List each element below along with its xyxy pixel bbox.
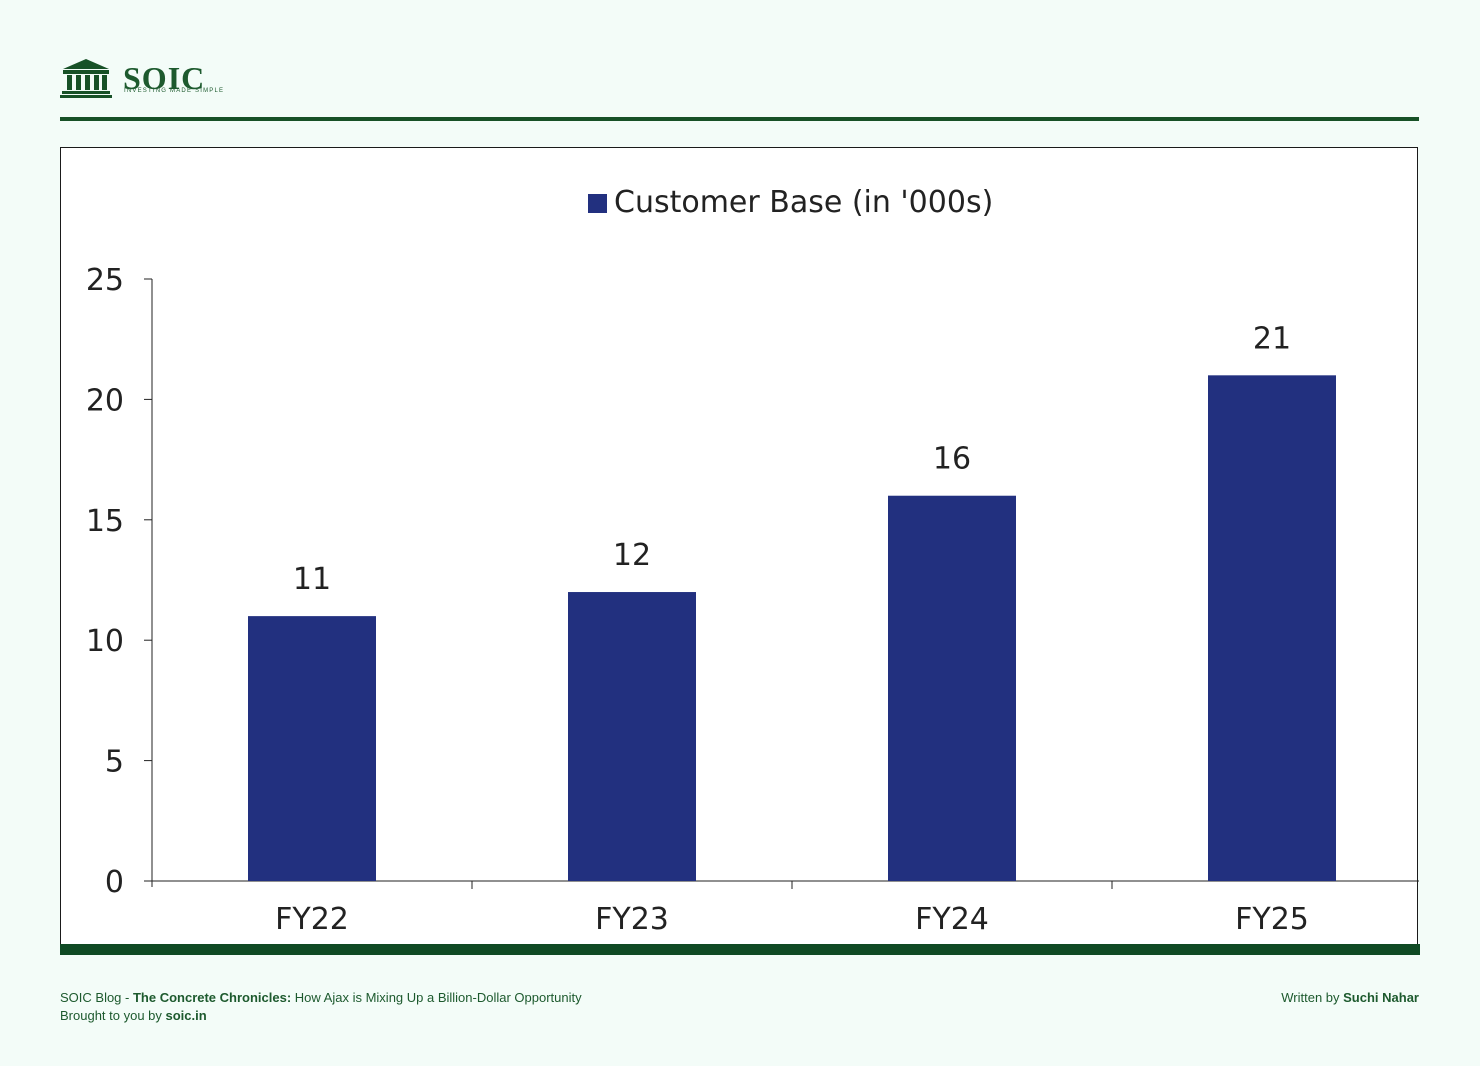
data-label: 12	[613, 538, 651, 573]
y-tick-label: 20	[86, 383, 124, 418]
site-link[interactable]: soic.in	[165, 1008, 207, 1023]
footer-divider	[60, 944, 1420, 955]
x-tick-label: FY22	[275, 902, 349, 937]
bank-building-icon	[60, 59, 112, 98]
y-tick-label: 5	[105, 745, 124, 780]
bar-fy22[interactable]	[248, 616, 376, 881]
chart-frame: 0 5 10 15 20 25 11 FY22 12 FY23 16 FY24 21 FY25 Cust…	[60, 147, 1419, 945]
x-tick-label: FY25	[1235, 902, 1309, 937]
header-divider	[60, 117, 1419, 121]
data-label: 11	[293, 562, 331, 597]
blog-title[interactable]: The Concrete Chronicles:	[132, 990, 292, 1005]
x-tick-label: FY23	[595, 902, 669, 937]
blog-prefix: SOIC Blog -	[60, 990, 133, 1005]
written-prefix: Written by	[1281, 990, 1344, 1005]
y-tick-label: 15	[86, 504, 124, 539]
author-name[interactable]: Suchi Nahar	[1343, 990, 1419, 1005]
data-label: 21	[1253, 321, 1291, 356]
x-tick-label: FY24	[915, 902, 989, 937]
brand-name: SOIC	[123, 60, 206, 96]
axes: 0 5 10 15 20 25	[86, 263, 1419, 900]
brand-tagline: INVESTING MADE SIMPLE	[124, 88, 225, 94]
bar-fy23[interactable]	[568, 592, 696, 881]
y-tick-label: 25	[86, 263, 124, 298]
footer-credits: SOIC Blog - The Concrete Chronicles: How…	[60, 989, 582, 1025]
legend: Customer Base (in '000s)	[588, 185, 993, 220]
bar-fy24[interactable]	[888, 495, 1016, 881]
legend-label: Customer Base (in '000s)	[614, 185, 993, 220]
brought-prefix: Brought to you by	[60, 1008, 166, 1023]
author-credit: Written by Suchi Nahar	[1281, 989, 1419, 1007]
y-tick-label: 10	[86, 624, 124, 659]
y-tick-label: 0	[105, 865, 124, 900]
data-label: 16	[933, 442, 971, 477]
soic-logo[interactable]: SOIC INVESTING MADE SIMPLE	[60, 58, 260, 100]
bar-chart: 0 5 10 15 20 25 11 FY22 12 FY23 16 FY24 21 FY25 Cust…	[86, 185, 1419, 937]
blog-subtitle: How Ajax is Mixing Up a Billion-Dollar O…	[291, 990, 582, 1005]
legend-swatch	[588, 194, 607, 213]
bars: 11 FY22 12 FY23 16 FY24 21 FY25	[248, 321, 1336, 937]
bar-fy25[interactable]	[1208, 375, 1336, 881]
